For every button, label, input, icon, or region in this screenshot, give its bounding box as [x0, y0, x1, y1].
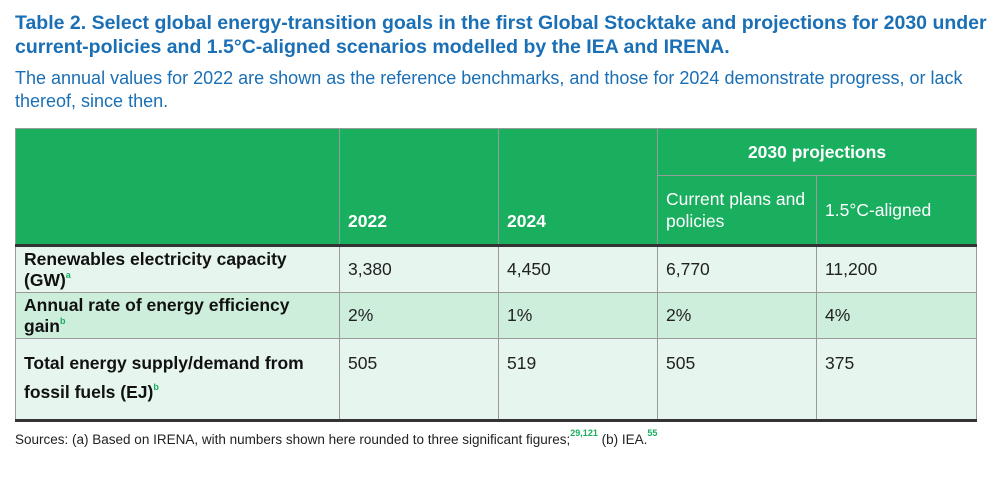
sources-text-b: (b) IEA.: [597, 432, 648, 447]
footnote-marker: b: [153, 382, 159, 392]
header-aligned: 1.5°C-aligned: [816, 175, 977, 246]
cell-aligned: 4%: [816, 292, 977, 339]
sources-note: Sources: (a) Based on IRENA, with number…: [15, 428, 657, 447]
table-subtitle: The annual values for 2022 are shown as …: [15, 68, 963, 111]
cell-current: 2%: [657, 292, 817, 339]
cell-2022: 2%: [339, 292, 499, 339]
footnote-marker: a: [65, 269, 71, 280]
cell-aligned: 11,200: [816, 244, 977, 293]
header-2024: 2024: [498, 128, 658, 246]
row-label-text: Annual rate of energy efficiency gain: [24, 294, 290, 336]
cell-2024: 4,450: [498, 244, 658, 293]
cell-aligned: 375: [816, 338, 977, 422]
header-empty-cell: [15, 128, 340, 246]
cell-2022: 505: [339, 338, 499, 422]
table-title: Table 2. Select global energy-transition…: [15, 12, 987, 58]
reference-a: 29,121: [570, 428, 598, 438]
cell-current: 505: [657, 338, 817, 422]
table-row: Total energy supply/demand from fossil f…: [15, 338, 977, 422]
energy-goals-table: 2022 2024 2030 projections Current plans…: [15, 128, 977, 422]
table-row: Annual rate of energy efficiency gainb 2…: [15, 292, 977, 339]
cell-current: 6,770: [657, 244, 817, 293]
sources-text-a: Sources: (a) Based on IRENA, with number…: [15, 432, 571, 447]
row-label: Renewables electricity capacity (GW)a: [15, 244, 340, 293]
header-2030-projections: 2030 projections: [657, 128, 977, 176]
cell-2024: 519: [498, 338, 658, 422]
row-label: Total energy supply/demand from fossil f…: [15, 338, 340, 422]
cell-2024: 1%: [498, 292, 658, 339]
row-label: Annual rate of energy efficiency gainb: [15, 292, 340, 339]
footnote-marker: b: [59, 315, 66, 326]
reference-b: 55: [647, 428, 658, 438]
table-row: Renewables electricity capacity (GW)a 3,…: [15, 244, 977, 293]
header-current-plans: Current plans and policies: [657, 175, 817, 246]
row-label-text: Total energy supply/demand from fossil f…: [24, 353, 304, 402]
row-label-text: Renewables electricity capacity (GW): [24, 248, 287, 290]
cell-2022: 3,380: [339, 244, 499, 293]
header-row-sub: Current plans and policies 1.5°C-aligned: [16, 175, 977, 246]
header-2022: 2022: [339, 128, 499, 246]
header-row-top: 2022 2024 2030 projections: [15, 128, 977, 246]
